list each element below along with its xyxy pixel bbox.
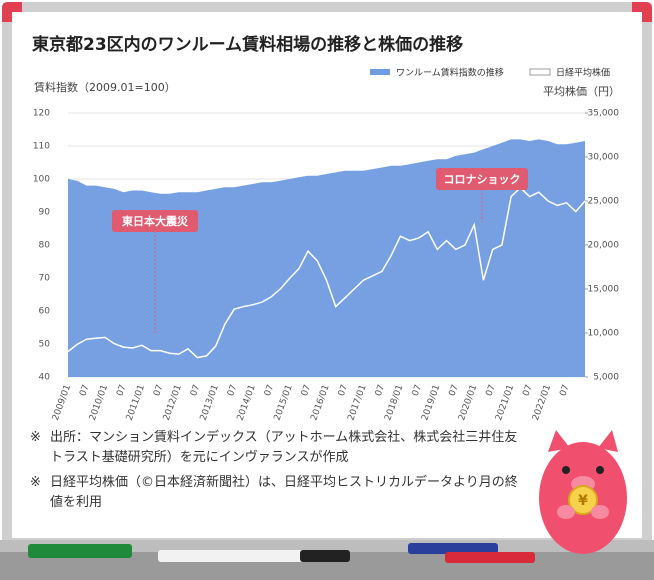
y-tick-label: 110 — [33, 142, 50, 152]
x-tick-label: 07 — [374, 383, 387, 397]
x-tick-label: 07 — [411, 383, 424, 397]
marker — [300, 550, 350, 562]
x-tick-label: 07 — [448, 383, 461, 397]
y-tick-label: 100 — [33, 175, 50, 185]
x-tick-label: 07 — [152, 383, 165, 397]
y2-tick-label: 10,000 — [588, 329, 620, 339]
x-tick-label: 07 — [558, 383, 571, 397]
y2-tick-label: 15,000 — [588, 285, 620, 295]
y-tick-label: 80 — [39, 241, 51, 251]
annotation-box — [112, 210, 198, 232]
legend-label: ワンルーム賃料指数の推移 — [396, 67, 504, 79]
marker — [28, 544, 132, 558]
annotation-label: 東日本大震災 — [122, 214, 189, 228]
annotation-label: コロナショック — [444, 173, 521, 186]
y-tick-label: 70 — [39, 274, 51, 284]
chart-title: 東京都23区内のワンルーム賃料相場の推移と株価の推移 — [32, 34, 463, 55]
y2-tick-label: 30,000 — [588, 153, 620, 163]
y-axis-label: 賃料指数（2009.01=100） — [34, 80, 176, 94]
y-tick-label: 60 — [39, 307, 51, 317]
y2-tick-label: 20,000 — [588, 241, 620, 251]
y-tick-label: 90 — [39, 208, 51, 218]
y-tick-label: 50 — [39, 340, 51, 350]
legend-swatch — [370, 69, 390, 75]
legend-swatch — [529, 68, 551, 76]
note: ※ 出所：マンション賃料インデックス（アットホーム株式会社、株式会社三井住友トラス… — [30, 428, 530, 468]
x-tick-label: 07 — [115, 383, 128, 397]
corner — [632, 2, 652, 22]
x-tick-label: 07 — [263, 383, 276, 397]
y-tick-label: 40 — [39, 373, 51, 383]
x-tick-label: 07 — [226, 383, 239, 397]
note: ※ 日経平均株価（©日本経済新聞社）は、日経平均ヒストリカルデータより月の終値を利… — [30, 473, 530, 513]
marker — [445, 552, 535, 563]
note-text: 出所：マンション賃料インデックス（アットホーム株式会社、株式会社三井住友トラスト… — [50, 430, 518, 465]
mascot: ¥ — [539, 430, 627, 554]
marker — [408, 543, 498, 554]
y-tick-label: 120 — [33, 109, 50, 119]
y2-tick-label: 25,000 — [588, 197, 620, 207]
legend-label: 日経平均株価 — [556, 67, 610, 79]
corner — [2, 2, 22, 22]
note-mark: ※ — [30, 475, 41, 490]
x-tick-label: 07 — [337, 383, 350, 397]
marker — [158, 550, 318, 562]
coin-label: ¥ — [578, 493, 588, 509]
y2-tick-label: 5,000 — [593, 373, 619, 383]
rent-area — [68, 139, 585, 377]
x-tick-label: 07 — [189, 383, 202, 397]
x-tick-label: 07 — [300, 383, 313, 397]
stock-line — [67, 186, 586, 359]
x-tick-label: 07 — [521, 383, 534, 397]
note-text: 日経平均株価（©日本経済新聞社）は、日経平均ヒストリカルデータより月の終値を利用 — [50, 475, 518, 510]
y2-tick-label: 35,000 — [588, 109, 620, 119]
note-mark: ※ — [30, 430, 41, 445]
y2-axis-label: 平均株価（円） — [543, 84, 620, 98]
annotation-box — [436, 168, 528, 190]
x-tick-label: 07 — [485, 383, 498, 397]
x-tick-label: 07 — [78, 383, 91, 397]
